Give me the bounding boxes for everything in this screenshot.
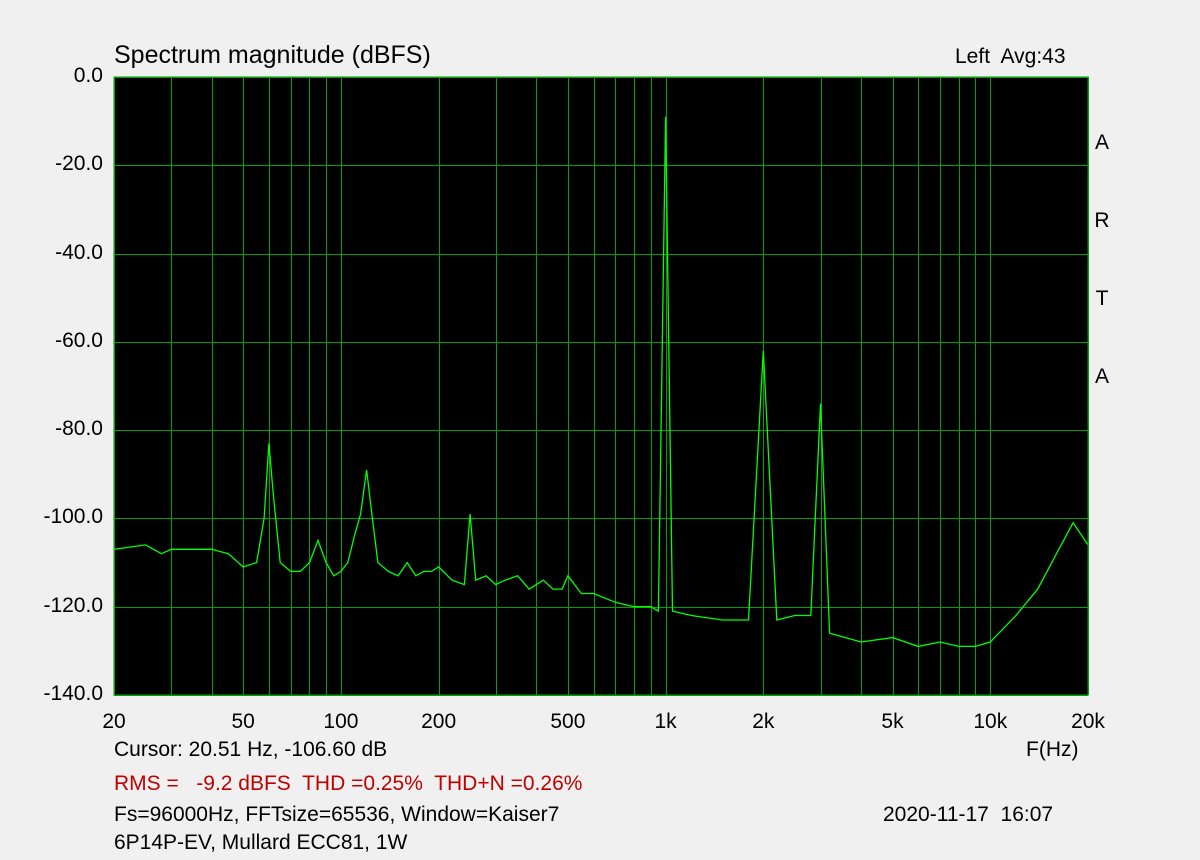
x-tick-label: 20 [102, 710, 126, 733]
x-tick-label: 20k [1071, 710, 1105, 733]
device-description: 6P14P-EV, Mullard ECC81, 1W [114, 831, 408, 854]
brand-letter: T [1095, 287, 1109, 310]
x-axis-unit: F(Hz) [1026, 738, 1079, 761]
x-tick-label: 10k [973, 710, 1008, 733]
channel-average-label: Left Avg:43 [955, 45, 1066, 68]
plot-area[interactable] [114, 77, 1088, 695]
brand-letter: R [1094, 209, 1110, 232]
y-tick-label: -60.0 [55, 328, 103, 352]
y-tick-label: -140.0 [43, 682, 103, 705]
y-tick-label: 0.0 [73, 64, 103, 87]
y-tick-label: -80.0 [55, 417, 103, 441]
chart-title: Spectrum magnitude (dBFS) [114, 41, 431, 69]
y-tick-label: -100.0 [43, 505, 103, 529]
measurement-stats: RMS = -9.2 dBFS THD =0.25% THD+N =0.26% [114, 772, 583, 795]
y-tick-label: -20.0 [55, 152, 103, 176]
fft-parameters: Fs=96000Hz, FFTsize=65536, Window=Kaiser… [114, 803, 560, 826]
y-tick-label: -120.0 [43, 593, 103, 617]
x-tick-label: 1k [654, 710, 677, 733]
cursor-readout: Cursor: 20.51 Hz, -106.60 dB [114, 738, 388, 761]
y-tick-label: -40.0 [55, 240, 103, 264]
arta-brand-label: A R T A [1093, 78, 1111, 416]
x-tick-label: 200 [421, 710, 457, 733]
plot-border [113, 76, 1089, 696]
spectrum-line [113, 116, 1089, 648]
x-tick-label: 2k [752, 710, 775, 733]
x-tick-label: 100 [323, 710, 359, 733]
x-tick-label: 500 [550, 710, 586, 733]
spectrum-trace [113, 116, 1089, 648]
timestamp: 2020-11-17 16:07 [883, 803, 1054, 826]
brand-letter: A [1094, 365, 1109, 388]
x-tick-label: 50 [231, 710, 255, 733]
x-tick-label: 5k [881, 710, 904, 733]
brand-letter: A [1094, 131, 1109, 154]
